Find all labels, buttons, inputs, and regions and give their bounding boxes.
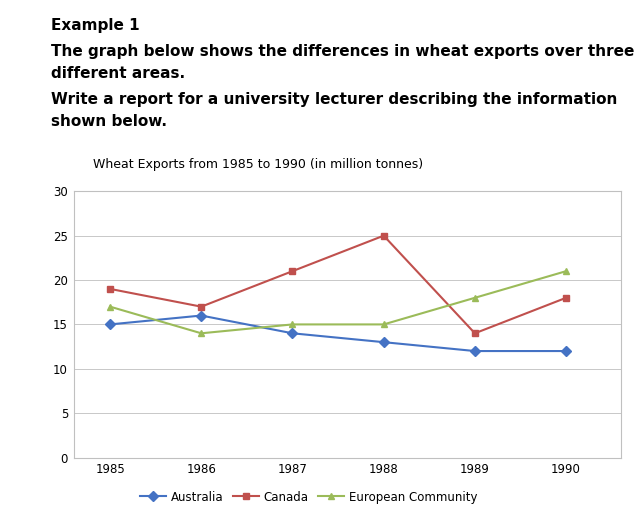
Text: Write a report for a university lecturer describing the information: Write a report for a university lecturer… [51,92,618,107]
Text: different areas.: different areas. [51,66,186,81]
Text: shown below.: shown below. [51,114,167,129]
Text: The graph below shows the differences in wheat exports over three: The graph below shows the differences in… [51,44,635,59]
Text: Example 1: Example 1 [51,18,140,33]
Text: Wheat Exports from 1985 to 1990 (in million tonnes): Wheat Exports from 1985 to 1990 (in mill… [93,158,423,171]
Legend: Australia, Canada, European Community: Australia, Canada, European Community [140,491,477,504]
